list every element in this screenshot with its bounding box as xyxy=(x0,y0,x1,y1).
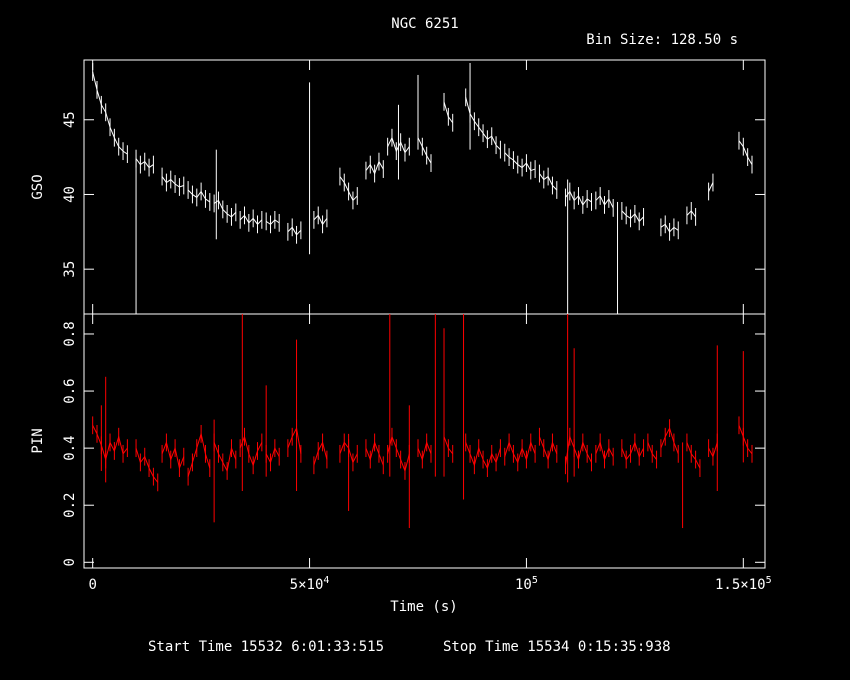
gso-series-line xyxy=(265,219,280,226)
y-tick-label: 0.8 xyxy=(62,321,78,346)
pin-series-line xyxy=(387,435,410,473)
start-time-label: Start Time 15532 6:01:33:515 xyxy=(148,639,384,655)
pin-series-line xyxy=(287,426,302,454)
gso-series-line xyxy=(738,140,753,165)
pin-series-line xyxy=(239,435,263,467)
pin-series-line xyxy=(504,440,536,464)
gso-series-line xyxy=(187,189,211,203)
gso-series-line xyxy=(708,182,714,192)
x-axis: 0 5×104 105 1.5×105 xyxy=(88,575,771,593)
pin-series-line xyxy=(187,431,211,477)
stop-time-label: Stop Time 15534 0:15:35:938 xyxy=(443,639,671,655)
pin-series-line xyxy=(135,447,159,483)
x-axis-label: Time (s) xyxy=(390,599,457,615)
pin-series-line xyxy=(161,440,185,470)
pin-series-line xyxy=(621,440,644,461)
x-tick-label: 0 xyxy=(88,577,96,593)
pin-series-line xyxy=(313,441,328,466)
pin-axis-label: PIN xyxy=(30,428,46,453)
y-tick-label: 0.4 xyxy=(62,435,78,460)
x-tick-label: 1.5×105 xyxy=(715,575,772,593)
gso-series-line xyxy=(161,176,184,188)
y-tick-label: 40 xyxy=(62,186,78,203)
pin-series-line xyxy=(213,442,237,473)
gso-series-line xyxy=(417,137,432,164)
pin-series-line xyxy=(686,442,701,469)
y-tick-label: 35 xyxy=(62,261,78,278)
pin-series-line xyxy=(265,446,280,464)
gso-series-line xyxy=(239,214,263,226)
gso-series-line xyxy=(621,210,644,223)
gso-series-line xyxy=(313,214,328,226)
gso-series-line xyxy=(504,152,536,172)
y-tick-label: 0.6 xyxy=(62,378,78,403)
x-tick-label: 105 xyxy=(515,575,538,593)
y-tick-label: 45 xyxy=(62,111,78,128)
gso-panel: GSO 35 40 45 xyxy=(30,59,766,315)
gso-series-line xyxy=(92,71,128,155)
chart-title: NGC 6251 xyxy=(391,16,458,32)
gso-series-line xyxy=(213,199,237,218)
y-tick-label: 0.2 xyxy=(62,493,78,518)
pin-panel: PIN 0 0.2 0.4 0.6 0.8 xyxy=(30,313,766,569)
y-tick-label: 0 xyxy=(62,558,78,566)
pin-series-line xyxy=(738,425,753,455)
x-tick-label: 5×104 xyxy=(290,575,330,593)
gso-axis-label: GSO xyxy=(30,174,46,199)
gso-plot-frame xyxy=(83,59,766,315)
gso-series-line xyxy=(287,226,302,236)
pin-series-line xyxy=(417,440,432,462)
pin-plot-frame xyxy=(83,313,766,569)
bin-size-label: Bin Size: 128.50 s xyxy=(586,32,738,48)
